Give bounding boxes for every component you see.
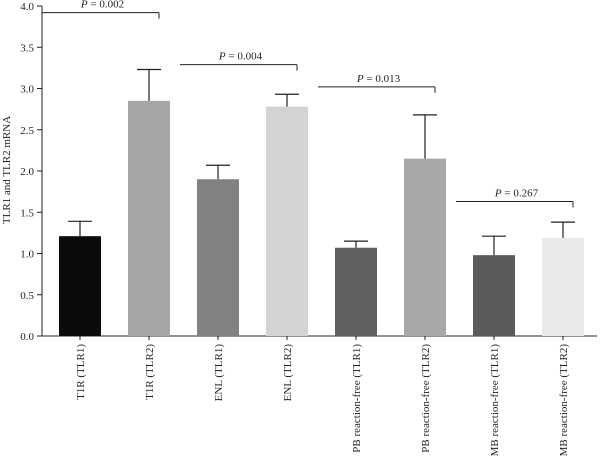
bar xyxy=(542,237,584,336)
bar xyxy=(197,179,239,336)
bar xyxy=(266,106,308,337)
y-tick-label: 2.5 xyxy=(20,125,34,137)
y-tick-label: 1.5 xyxy=(20,207,34,219)
x-tick-label: PB reaction-free (TLR2) xyxy=(420,344,432,453)
error-bars xyxy=(68,68,575,256)
significance-annotations: P = 0.002 P = 0.004 P = 0.013 P = 0.267 xyxy=(42,0,574,208)
bar xyxy=(128,100,170,336)
y-tick-label: 4.0 xyxy=(20,1,34,13)
y-axis-title: TLR1 and TLR2 mRNA xyxy=(1,116,13,224)
bar xyxy=(59,236,101,336)
bar xyxy=(473,255,515,336)
p-value-label: P = 0.267 xyxy=(494,188,539,200)
p-value-label: P = 0.013 xyxy=(356,73,401,85)
y-tick-label: 0.0 xyxy=(20,331,34,343)
x-tick-label: ENL (TLR1) xyxy=(213,344,225,402)
p-value-label: P = 0.004 xyxy=(218,51,263,63)
y-ticks: 0.0 0.5 1.0 1.5 2.0 2.5 3.0 3.5 4.0 xyxy=(20,1,42,343)
x-tick-labels: T1R (TLR1) T1R (TLR2) ENL (TLR1) ENL (TLR2)… xyxy=(75,336,570,456)
x-tick-label: T1R (TLR1) xyxy=(75,344,87,400)
bar xyxy=(404,158,446,336)
x-tick-label: T1R (TLR2) xyxy=(144,344,156,400)
bar xyxy=(335,247,377,336)
y-tick-label: 3.0 xyxy=(20,84,34,96)
x-tick-label: MB reaction-free (TLR1) xyxy=(489,344,501,457)
y-tick-label: 0.5 xyxy=(20,290,34,302)
y-tick-label: 1.0 xyxy=(20,249,34,261)
x-tick-label: ENL (TLR2) xyxy=(282,344,294,402)
bars xyxy=(59,100,584,337)
y-tick-label: 3.5 xyxy=(20,42,34,54)
x-tick-label: MB reaction-free (TLR2) xyxy=(558,344,570,457)
x-tick-label: PB reaction-free (TLR1) xyxy=(351,344,363,453)
p-value-label: P = 0.002 xyxy=(80,0,124,11)
y-tick-label: 2.0 xyxy=(20,166,34,178)
